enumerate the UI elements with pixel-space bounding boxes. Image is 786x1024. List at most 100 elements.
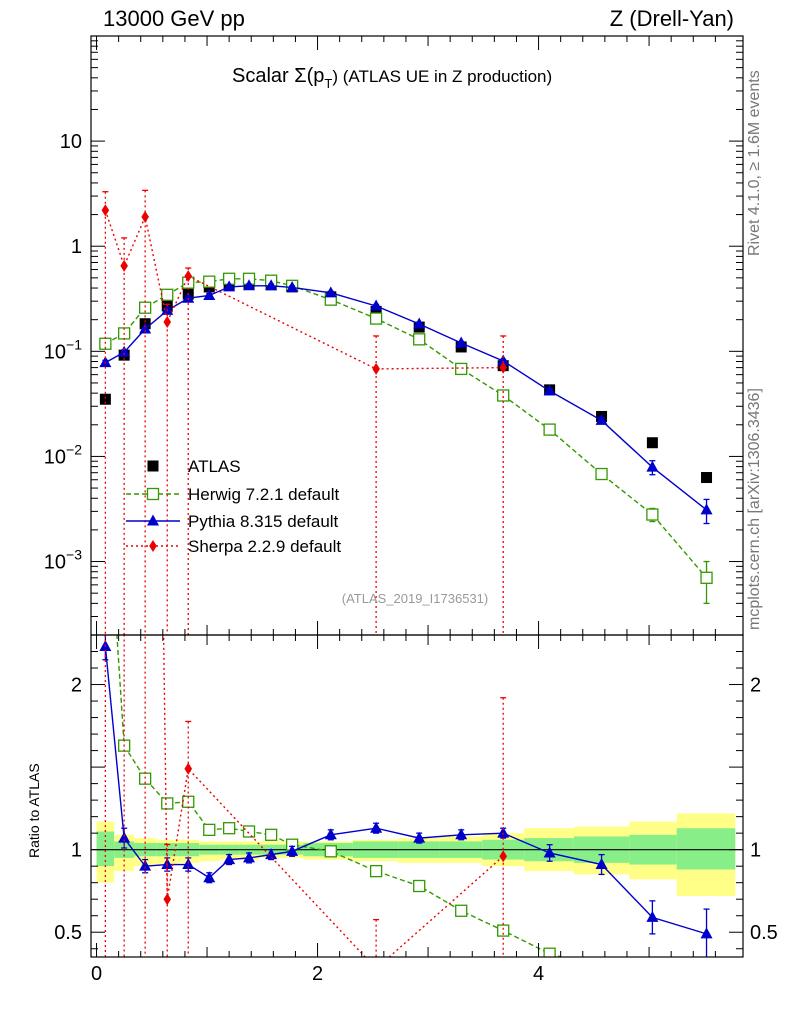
pythia-ratio-point — [543, 846, 556, 858]
sherpa-error-bar — [164, 303, 171, 635]
frames — [90, 35, 744, 958]
pythia-point — [413, 317, 426, 329]
main-y-tick-label: 10 — [60, 131, 82, 153]
pythia-ratio-point — [223, 853, 236, 865]
pythia-point — [324, 286, 337, 298]
main-y-tick-base: 10 — [44, 552, 66, 574]
herwig-ratio-point — [701, 991, 712, 1002]
sherpa-point — [141, 210, 149, 223]
main-y-tick-base: 10 — [44, 446, 66, 468]
sherpa-point — [372, 362, 380, 375]
sherpa-point — [101, 204, 110, 217]
ratio-y-tick-label-right: 2 — [750, 675, 761, 697]
x-tick-label: 4 — [533, 963, 544, 985]
sherpa-ratio-error-bar — [144, 635, 146, 957]
process-label: Z (Drell-Yan) — [609, 6, 734, 31]
legend-label-herwig: Herwig 7.2.1 default — [188, 485, 339, 504]
herwig-point — [413, 333, 426, 346]
sherpa-error-bar — [185, 267, 192, 635]
pythia-point — [543, 384, 556, 396]
herwig-ratio-point — [264, 828, 278, 841]
herwig-ratio-point — [596, 963, 607, 974]
herwig-line — [105, 278, 708, 579]
herwig-ratio-point — [222, 822, 236, 835]
herwig-ratio-point — [455, 904, 468, 917]
legend: ATLAS Herwig 7.2.1 default Pythia 8.315 de… — [126, 457, 341, 556]
sherpa-error-bar — [142, 189, 149, 635]
energy-label: 13000 GeV pp — [103, 6, 245, 31]
herwig-point — [543, 423, 556, 436]
sherpa-ratio-error-bar — [373, 918, 380, 957]
pythia-point — [497, 354, 510, 366]
legend-label-pythia: Pythia 8.315 default — [188, 512, 339, 531]
pythia-ratio-point — [265, 848, 278, 860]
pythia-ratio-point — [139, 859, 152, 871]
herwig-ratio-point — [203, 823, 216, 837]
atlas-data-point — [370, 305, 382, 317]
pythia-ratio-point — [324, 828, 337, 840]
ratio-band-inner — [676, 828, 736, 870]
pythia-ratio-line — [104, 646, 707, 935]
main-y-tick-label: 1 — [71, 236, 82, 258]
legend-marker-atlas — [147, 460, 159, 472]
analysis-id-label: (ATLAS_2019_I1736531) — [342, 591, 488, 606]
chart-title-tail: ) (ATLAS UE in Z production) — [332, 67, 552, 86]
sherpa-ratio-point — [163, 893, 172, 906]
legend-item-pythia: Pythia 8.315 default — [126, 512, 339, 531]
pythia-ratio-point — [646, 910, 659, 922]
pythia-point — [203, 288, 216, 300]
main-series — [99, 189, 713, 635]
chart-title: Scalar Σ(pT) (ATLAS UE in Z production) — [232, 65, 552, 91]
ratio-y-tick-label-right: 0.5 — [750, 922, 778, 944]
sherpa-ratio-point — [184, 762, 193, 775]
main-y-tick-base: 10 — [60, 131, 82, 153]
herwig-ratio-point — [324, 845, 337, 858]
pythia-point — [243, 279, 256, 291]
main-y-tick-label: 10−1 — [44, 336, 82, 363]
legend-marker-pythia — [147, 514, 159, 526]
sherpa-error-bar — [373, 335, 380, 635]
herwig-ratio-point — [369, 864, 383, 878]
pythia-ratio-point — [700, 927, 713, 939]
legend-item-herwig: Herwig 7.2.1 default — [126, 485, 339, 504]
herwig-point — [595, 467, 608, 481]
herwig-ratio-point — [647, 975, 658, 986]
main-y-tick-exponent: −2 — [66, 441, 82, 457]
sherpa-error-bar — [102, 191, 109, 635]
pythia-point — [265, 279, 278, 291]
pythia-line — [105, 285, 707, 511]
main-y-tick-label: 10−2 — [44, 441, 82, 468]
chart-title-sub: T — [324, 76, 332, 91]
pythia-point — [223, 280, 236, 292]
pythia-point — [455, 336, 468, 348]
pythia-ratio-point — [203, 871, 216, 883]
ratio-y-tick-label-right: 1 — [750, 840, 761, 862]
main-y-tick-label: 10−3 — [44, 547, 82, 574]
ratio-y-axis-label: Ratio to ATLAS — [26, 763, 42, 858]
pythia-point — [370, 299, 383, 311]
ratio-frame — [90, 634, 744, 958]
pythia-ratio-point — [286, 844, 299, 856]
sherpa-ratio-error-bar — [164, 843, 171, 957]
herwig-point — [646, 508, 659, 521]
pythia-point — [700, 503, 713, 515]
main-y-tick-exponent: −1 — [66, 336, 82, 352]
pythia-ratio-point — [118, 831, 131, 843]
pythia-point — [646, 460, 659, 472]
herwig-point — [161, 288, 174, 301]
pythia-ratio-point — [243, 851, 256, 863]
pythia-ratio-point — [182, 858, 195, 870]
herwig-point — [700, 571, 713, 584]
pythia-ratio-point — [595, 858, 608, 870]
ratio-series — [99, 635, 713, 1002]
sherpa-ratio-error-bar — [185, 720, 192, 957]
main-y-tick-base: 10 — [44, 341, 66, 363]
sherpa-ratio-error-bar — [500, 697, 507, 957]
pythia-ratio-point — [455, 828, 468, 840]
pythia-ratio-point — [370, 821, 383, 833]
pythia-ratio-point — [413, 831, 426, 843]
sherpa-ratio-point — [372, 963, 380, 975]
herwig-ratio-point — [161, 797, 174, 810]
herwig-point — [369, 312, 383, 325]
